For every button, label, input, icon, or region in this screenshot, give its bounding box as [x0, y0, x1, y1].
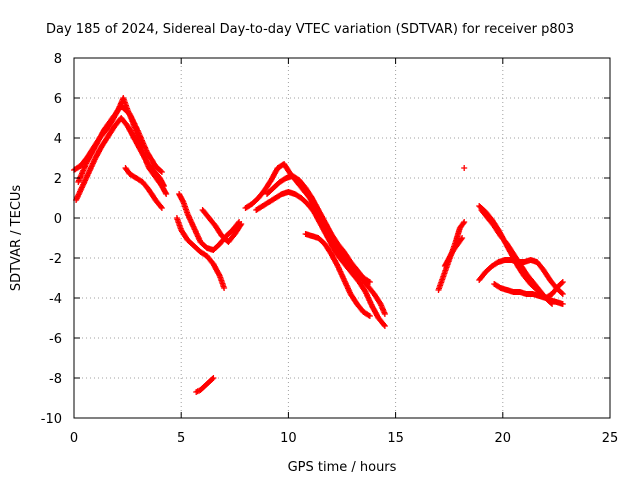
- x-tick-label: 25: [602, 431, 619, 446]
- plot-frame: [73, 57, 611, 419]
- x-tick-label: 20: [495, 431, 512, 446]
- y-tick-label: 4: [54, 132, 62, 147]
- series-track-f: [173, 215, 228, 291]
- y-tick-label: 8: [54, 52, 62, 67]
- y-tick-label: 0: [54, 212, 62, 227]
- series-track-s: [478, 207, 556, 307]
- marker-path: [75, 103, 165, 185]
- y-tick-label: -4: [49, 292, 62, 307]
- marker-path: [193, 375, 217, 395]
- x-axis-label: GPS time / hours: [288, 460, 397, 475]
- chart-title: Day 185 of 2024, Sidereal Day-to-day VTE…: [46, 22, 574, 37]
- data-points: [71, 95, 566, 395]
- y-axis-label: SDTVAR / TECUs: [9, 185, 24, 292]
- y-tick-label: 2: [54, 172, 62, 187]
- marker-path: [173, 215, 228, 291]
- axis-ticks: 0 5 10 15 20 25 -10 -8 -6 -4 -2 0 2 4 6 8: [41, 52, 619, 446]
- x-tick-label: 10: [280, 431, 297, 446]
- series-track-o: [461, 165, 468, 171]
- series-track-l: [302, 231, 373, 319]
- marker-path: [122, 165, 165, 211]
- marker-path: [199, 207, 245, 245]
- series-track-g: [199, 207, 245, 245]
- y-tick-label: -6: [49, 332, 62, 347]
- series-track-c: [75, 103, 165, 185]
- marker-path: [441, 235, 466, 269]
- series-track-j: [253, 189, 388, 329]
- y-tick-label: -2: [49, 252, 62, 267]
- y-tick-label: -8: [49, 372, 62, 387]
- y-tick-label: 6: [54, 92, 62, 107]
- marker-path: [264, 173, 373, 285]
- x-tick-label: 0: [70, 431, 78, 446]
- grid: [74, 58, 610, 418]
- marker-path: [253, 189, 388, 329]
- marker-path: [73, 115, 167, 203]
- marker-path: [302, 231, 373, 319]
- series-track-k: [264, 173, 373, 285]
- marker-path: [461, 165, 468, 171]
- x-tick-label: 5: [177, 431, 185, 446]
- series-track-h: [193, 375, 217, 395]
- series-track-d: [122, 165, 165, 211]
- marker-path: [478, 207, 556, 307]
- x-tick-label: 15: [387, 431, 404, 446]
- y-tick-label: -10: [41, 412, 62, 427]
- series-track-n: [441, 235, 466, 269]
- series-track-b: [73, 115, 167, 203]
